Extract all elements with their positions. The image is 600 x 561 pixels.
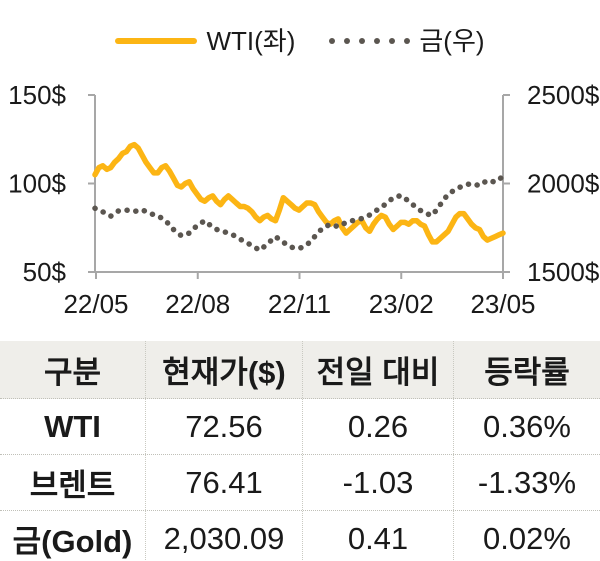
axis-frame <box>94 95 504 273</box>
right-tick-label: 2000$ <box>527 169 600 199</box>
table-row-brent: 브렌트 76.41 -1.03 -1.33% <box>0 455 600 511</box>
row-change: 0.41 <box>302 511 453 561</box>
x-tick-label: 23/05 <box>470 289 535 319</box>
col-header-price: 현재가($) <box>145 341 302 398</box>
row-price: 76.41 <box>145 455 302 510</box>
table-row-gold: 금(Gold) 2,030.09 0.41 0.02% <box>0 511 600 561</box>
right-tick-label: 2500$ <box>527 80 600 110</box>
legend-item-wti: WTI(좌) <box>115 28 295 54</box>
wti-line-swatch-icon <box>115 38 198 44</box>
row-pct: 0.36% <box>453 399 600 454</box>
row-pct: -1.33% <box>453 455 600 510</box>
price-line-chart: 22/05 22/08 22/11 23/02 23/05 150$ 100$ 50$ 2500… <box>8 80 600 319</box>
table-row-wti: WTI 72.56 0.26 0.36% <box>0 399 600 455</box>
table-header-row: 구분 현재가($) 전일 대비 등락률 <box>0 341 600 399</box>
row-price: 72.56 <box>145 399 302 454</box>
legend-label-wti: WTI(좌) <box>206 26 296 56</box>
row-change: 0.26 <box>302 399 453 454</box>
col-header-pct: 등락률 <box>453 341 600 398</box>
x-tick-label: 22/05 <box>63 289 128 319</box>
x-tick-label: 23/02 <box>369 289 434 319</box>
row-price: 2,030.09 <box>145 511 302 561</box>
quote-table: 구분 현재가($) 전일 대비 등락률 WTI 72.56 0.26 0.36%… <box>0 341 600 561</box>
legend-item-gold: 금(우) <box>329 26 485 56</box>
left-tick-label: 150$ <box>8 80 66 110</box>
x-tick-label: 22/08 <box>165 289 230 319</box>
right-tick-label: 1500$ <box>527 257 600 287</box>
row-pct: 0.02% <box>453 511 600 561</box>
row-label: WTI <box>44 408 101 444</box>
x-tick-label: 22/11 <box>268 289 331 319</box>
row-change: -1.03 <box>302 455 453 510</box>
col-header-category: 구분 <box>43 355 102 390</box>
gold-series-line <box>92 173 506 254</box>
left-tick-label: 100$ <box>8 169 66 199</box>
legend-label-gold: 금(우) <box>419 26 485 56</box>
col-header-change: 전일 대비 <box>302 341 453 398</box>
left-tick-label: 50$ <box>23 257 67 287</box>
row-label: 금(Gold) <box>12 524 133 559</box>
row-label: 브렌트 <box>29 468 116 503</box>
wti-series-line <box>92 141 506 245</box>
chart-legend: WTI(좌) 금(우) <box>0 24 600 58</box>
gold-dots-swatch-icon <box>329 38 411 44</box>
